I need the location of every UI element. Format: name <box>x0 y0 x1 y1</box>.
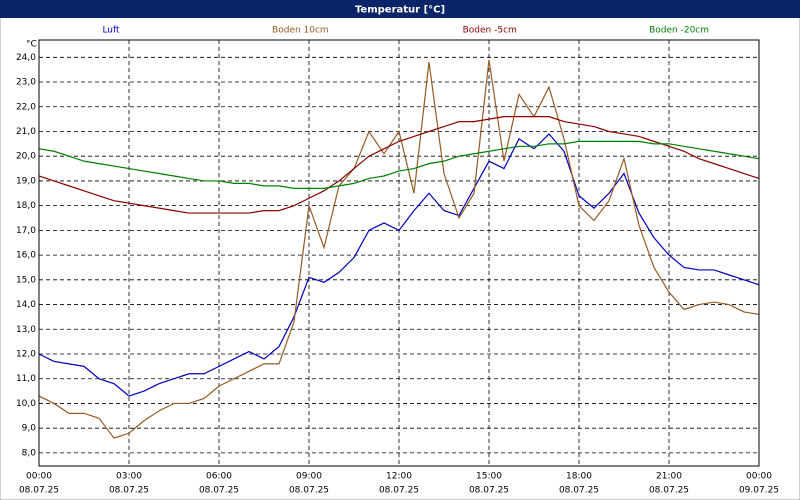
legend-entry: Boden -20cm <box>649 26 709 36</box>
x-tick-date: 08.07.25 <box>559 486 599 496</box>
x-tick-date: 08.07.25 <box>289 486 329 496</box>
x-tick-date: 09.07.25 <box>739 486 779 496</box>
title-bar <box>0 0 800 18</box>
y-tick-label: 17,0 <box>16 226 36 236</box>
x-tick-label: 00:00 <box>746 472 772 482</box>
x-tick-label: 03:00 <box>116 472 142 482</box>
x-tick-label: 21:00 <box>656 472 682 482</box>
y-tick-label: 12,0 <box>16 349 36 359</box>
x-tick-label: 06:00 <box>206 472 232 482</box>
x-tick-label: 18:00 <box>566 472 592 482</box>
y-tick-label: 24,0 <box>16 53 36 63</box>
y-tick-label: 13,0 <box>16 325 36 335</box>
series-line <box>38 133 760 397</box>
y-tick-label: 23,0 <box>16 78 36 88</box>
y-tick-label: 11,0 <box>16 374 36 384</box>
plot-lines <box>38 59 760 439</box>
x-tick-label: 09:00 <box>296 472 322 482</box>
chart-title: Temperatur [°C] <box>355 5 445 16</box>
x-tick-date: 08.07.25 <box>649 486 689 496</box>
y-tick-label: 8,0 <box>22 448 37 458</box>
y-tick-label: 15,0 <box>16 275 36 285</box>
y-tick-label: 21,0 <box>16 127 36 137</box>
y-tick-label: 14,0 <box>16 300 36 310</box>
series-line <box>38 59 760 439</box>
y-tick-label: 20,0 <box>16 152 36 162</box>
x-tick-date: 08.07.25 <box>379 486 419 496</box>
y-tick-label: 18,0 <box>16 201 36 211</box>
legend-entry: Boden 10cm <box>272 26 329 36</box>
x-tick-label: 12:00 <box>386 472 412 482</box>
y-tick-label: 16,0 <box>16 251 36 261</box>
x-tick-label: 15:00 <box>476 472 502 482</box>
y-tick-label: 10,0 <box>16 399 36 409</box>
x-tick-date: 08.07.25 <box>469 486 509 496</box>
y-tick-label: 22,0 <box>16 102 36 112</box>
series-line <box>38 116 760 214</box>
series-line <box>38 140 760 189</box>
x-tick-date: 08.07.25 <box>109 486 149 496</box>
y-tick-label: 9,0 <box>22 424 37 434</box>
x-tick-date: 08.07.25 <box>19 486 59 496</box>
x-tick-label: 00:00 <box>26 472 52 482</box>
plot-frame <box>38 39 760 467</box>
x-tick-date: 08.07.25 <box>199 486 239 496</box>
y-axis-label: °C <box>26 40 37 50</box>
y-tick-label: 19,0 <box>16 176 36 186</box>
legend-entry: Luft <box>102 26 120 36</box>
legend-entry: Boden -5cm <box>463 26 517 36</box>
